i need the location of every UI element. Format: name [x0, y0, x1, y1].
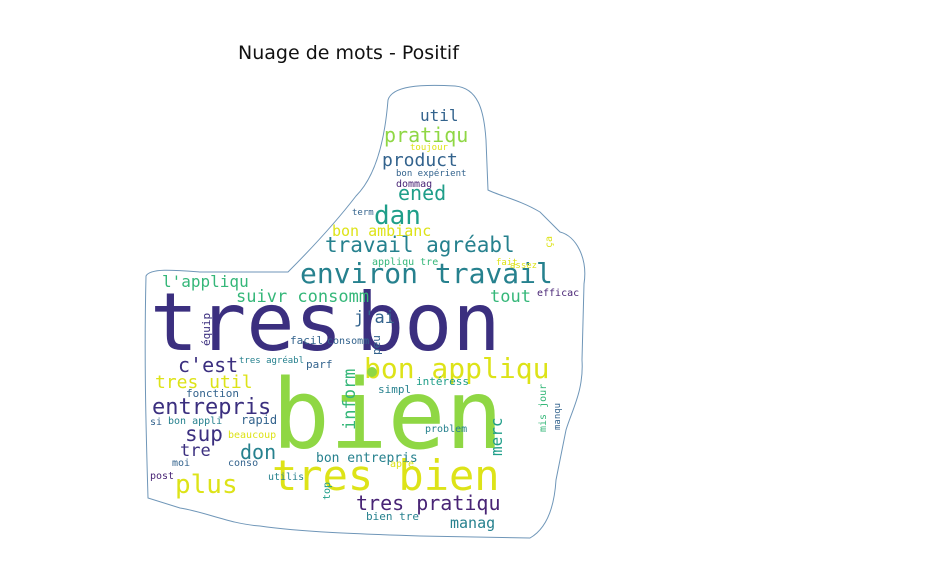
- cloud-word: bien: [272, 359, 503, 471]
- cloud-word: merc: [487, 417, 506, 456]
- cloud-word: assez: [510, 261, 537, 271]
- cloud-word: suivr consomm: [236, 287, 369, 307]
- cloud-word: product: [382, 150, 458, 171]
- cloud-word: mis jour: [538, 384, 549, 432]
- cloud-dot: [367, 367, 377, 377]
- cloud-word: entrepris: [152, 395, 271, 420]
- cloud-word: fonction: [186, 387, 239, 400]
- cloud-word: don: [240, 440, 276, 464]
- cloud-word: bon appli: [168, 416, 222, 427]
- cloud-word: tres: [150, 276, 343, 369]
- cloud-word: c'est: [178, 353, 238, 377]
- cloud-word: efficac: [537, 288, 579, 299]
- cloud-word: fait: [496, 258, 518, 268]
- page-title: Nuage de mots - Positif: [238, 42, 459, 64]
- cloud-word: dommag: [396, 179, 432, 190]
- cloud-word: bon: [356, 276, 501, 369]
- cloud-word: consomm: [327, 336, 369, 347]
- cloud-word: dan: [374, 201, 421, 231]
- cloud-word: conso: [228, 458, 258, 469]
- cloud-word: tre: [180, 441, 211, 461]
- cloud-word: ened: [398, 181, 446, 205]
- cloud-word: apre: [390, 459, 414, 470]
- cloud-word: environ travail: [300, 257, 553, 290]
- cloud-word: simpl: [378, 383, 411, 396]
- cloud-word: bon expérient: [396, 168, 466, 179]
- cloud-word: sup: [185, 422, 223, 446]
- cloud-word: si: [150, 417, 162, 428]
- cloud-word: bon entrepris: [316, 451, 418, 466]
- cloud-word: top: [322, 482, 333, 500]
- cloud-word: travail agréabl: [325, 233, 515, 257]
- thumbs-up-outline: [144, 84, 586, 539]
- cloud-word: rapid: [241, 413, 277, 427]
- cloud-word: j'ai: [354, 308, 395, 328]
- cloud-word: beaucoup: [228, 430, 276, 441]
- cloud-word: tres bien: [272, 451, 500, 500]
- cloud-word: post: [150, 471, 174, 482]
- cloud-word: toujour: [410, 143, 449, 153]
- cloud-word: appliqu tre: [372, 257, 438, 268]
- cloud-word: inform: [340, 369, 360, 430]
- cloud-word: util: [420, 106, 459, 125]
- cloud-word: moi: [172, 458, 190, 469]
- cloud-word: pratiqu: [384, 123, 468, 147]
- cloud-word: bien tre: [366, 510, 419, 523]
- cloud-word: ça: [544, 236, 555, 248]
- cloud-word: problem: [425, 424, 467, 435]
- cloud-word: parf: [306, 358, 333, 371]
- cloud-word: manag: [450, 514, 495, 532]
- cloud-word: tres agréabl: [239, 355, 304, 366]
- cloud-word: l'appliqu: [162, 272, 249, 291]
- cloud-word: tres pratiqu: [356, 491, 501, 515]
- cloud-word: peu: [370, 335, 383, 355]
- cloud-word: facil: [290, 334, 323, 347]
- cloud-word: tres util: [155, 372, 253, 393]
- cloud-word: plus: [175, 470, 238, 500]
- cloud-word: utilis: [268, 472, 304, 483]
- cloud-word: tout: [490, 287, 531, 307]
- cloud-word: intéress: [416, 375, 469, 388]
- cloud-word: bon ambianc: [332, 222, 431, 240]
- cloud-word: term: [352, 208, 374, 218]
- cloud-word: équip: [200, 313, 213, 346]
- cloud-word: manqu: [553, 403, 563, 430]
- cloud-word: bon appliqu: [364, 352, 549, 385]
